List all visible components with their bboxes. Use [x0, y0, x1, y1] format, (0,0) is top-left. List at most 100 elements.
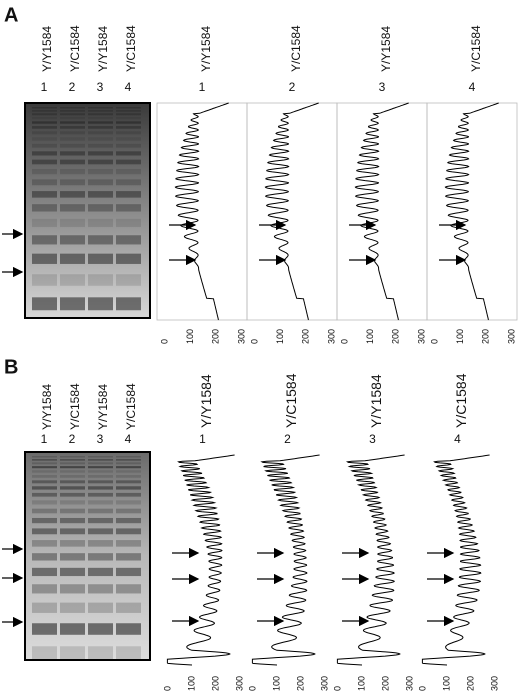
trace-frame [246, 102, 338, 321]
gel-band [60, 623, 85, 635]
gel-band [116, 646, 141, 660]
gel-band [60, 168, 85, 175]
gel-band [32, 137, 57, 141]
gel-band [60, 462, 85, 465]
gel-band [60, 646, 85, 660]
gel-band [32, 517, 57, 524]
gel-band [60, 113, 85, 116]
gel-band [60, 110, 85, 112]
trace-label: Y/Y1584 [199, 26, 213, 72]
axis-tick-label: 200 [391, 329, 401, 344]
gel-band [116, 218, 141, 228]
gel-band [88, 540, 113, 547]
gel-band [88, 456, 113, 458]
gel-band [60, 143, 85, 148]
gel-band [88, 480, 113, 484]
gel-band [88, 492, 113, 497]
axis-tick-label: 100 [455, 329, 465, 344]
gel-band [88, 508, 113, 514]
lane-number: 3 [97, 432, 104, 446]
axis-tick-label: 100 [356, 676, 366, 691]
trace-number: 3 [379, 80, 386, 94]
axis-tick-label: 0 [162, 686, 172, 691]
gel-band [32, 584, 57, 594]
gel-band [88, 253, 113, 264]
densitometry-trace [264, 102, 319, 321]
gel-band [88, 113, 113, 116]
trace-number: 1 [199, 432, 206, 446]
lane-label: Y/C1584 [68, 25, 82, 72]
gel-band [60, 553, 85, 561]
gel-band [32, 646, 57, 660]
gel-band [60, 602, 85, 613]
gel-band [88, 151, 113, 156]
gel-band [32, 274, 57, 286]
gel-band [88, 235, 113, 245]
gel-band [116, 204, 141, 212]
panel-label: A [4, 4, 18, 26]
gel-band [32, 168, 57, 175]
lane-label: Y/C1584 [124, 25, 138, 72]
gel-band [32, 475, 57, 478]
gel-band [32, 508, 57, 514]
gel-band [116, 113, 141, 116]
densitometry-trace [421, 454, 490, 666]
gel-band [60, 121, 85, 124]
gel-band [116, 179, 141, 186]
gel-band [116, 235, 141, 245]
gel-band [60, 191, 85, 198]
gel-band [60, 235, 85, 245]
gel-band [88, 602, 113, 613]
gel-image [24, 102, 151, 319]
gel-band [116, 508, 141, 514]
gel-band [60, 274, 85, 286]
gel-band [32, 492, 57, 497]
gel-band [60, 218, 85, 228]
gel-band [60, 486, 85, 490]
densitometry-trace [354, 102, 409, 321]
axis-tick-label: 100 [365, 329, 375, 344]
gel-band [88, 168, 113, 175]
axis-tick-label: 0 [159, 339, 169, 344]
gel-band [88, 459, 113, 461]
gel-band [32, 117, 57, 120]
trace-label: Y/Y1584 [198, 374, 214, 428]
gel-band [32, 602, 57, 613]
gel-band [32, 456, 57, 458]
trace-frame [156, 102, 248, 321]
gel-band [116, 121, 141, 124]
gel-band [60, 297, 85, 311]
gel-band [32, 204, 57, 212]
gel-band [60, 584, 85, 594]
gel-band [116, 584, 141, 594]
gel-band [88, 274, 113, 286]
gel-band [32, 623, 57, 635]
axis-tick-label: 0 [249, 339, 259, 344]
gel-band [116, 117, 141, 120]
gel-band [32, 131, 57, 135]
axis-tick-label: 100 [186, 676, 196, 691]
lane-number: 3 [97, 80, 104, 94]
gel-band [32, 107, 57, 109]
gel-band [60, 159, 85, 165]
gel-band [116, 274, 141, 286]
axis-tick-label: 300 [234, 676, 244, 691]
trace-number: 3 [369, 432, 376, 446]
gel-band [32, 470, 57, 473]
gel-band [88, 528, 113, 535]
axis-tick-label: 200 [465, 676, 475, 691]
gel-band [88, 475, 113, 478]
gel-band [60, 204, 85, 212]
gel-band [60, 475, 85, 478]
lane-label: Y/Y1584 [96, 384, 110, 430]
gel-band [32, 462, 57, 465]
trace-frame [336, 102, 428, 321]
gel-band [116, 486, 141, 490]
gel-band [116, 466, 141, 469]
axis-tick-label: 200 [211, 329, 221, 344]
gel-band [32, 528, 57, 535]
gel-band [116, 168, 141, 175]
axis-tick-label: 0 [339, 339, 349, 344]
